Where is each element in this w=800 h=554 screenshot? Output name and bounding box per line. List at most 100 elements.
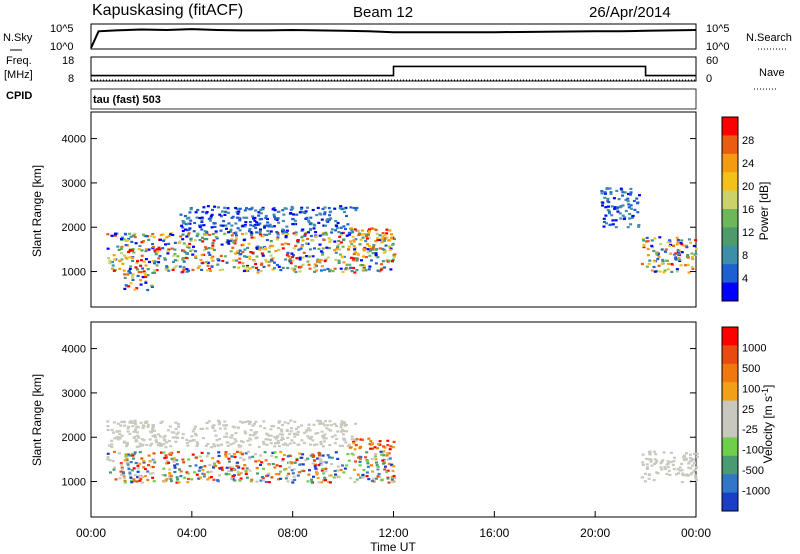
echo-cell xyxy=(234,440,238,443)
echo-cell xyxy=(198,455,202,458)
echo-cell xyxy=(368,230,372,233)
echo-cell xyxy=(693,253,697,256)
echo-cell xyxy=(647,458,651,461)
echo-cell xyxy=(176,255,180,258)
echo-cell xyxy=(238,420,242,423)
echo-cell xyxy=(203,465,207,468)
echo-cell xyxy=(353,448,357,451)
echo-cell xyxy=(163,474,167,477)
echo-cell xyxy=(324,224,328,227)
echo-cell xyxy=(206,452,210,455)
echo-cell xyxy=(199,258,203,262)
echo-cell xyxy=(195,441,199,444)
echo-cell xyxy=(250,478,254,481)
echo-cell xyxy=(338,444,342,447)
echo-cell xyxy=(319,443,323,446)
echo-cell xyxy=(350,270,354,273)
echo-cell xyxy=(374,453,378,456)
y-tick-label: 2000 xyxy=(62,222,86,234)
echo-cell xyxy=(162,467,166,470)
echo-cell xyxy=(387,481,391,484)
echo-cell xyxy=(223,427,227,430)
echo-cell xyxy=(619,187,623,190)
echo-cell xyxy=(667,462,670,465)
echo-cell xyxy=(330,228,334,231)
echo-cell xyxy=(239,477,243,480)
echo-cell xyxy=(309,216,313,219)
echo-cell xyxy=(260,208,264,211)
echo-cell xyxy=(198,476,202,479)
echo-cell xyxy=(342,430,346,433)
echo-cell xyxy=(312,475,315,478)
echo-cell xyxy=(246,266,249,269)
echo-cell xyxy=(112,254,116,257)
echo-cell xyxy=(650,244,654,247)
echo-cell xyxy=(350,227,353,230)
echo-cell xyxy=(271,208,275,211)
echo-cell xyxy=(144,250,148,253)
echo-cell xyxy=(340,208,344,211)
echo-cell xyxy=(655,253,659,256)
noise-series xyxy=(90,28,697,49)
echo-cell xyxy=(162,238,166,241)
echo-cell xyxy=(329,217,333,220)
echo-cell xyxy=(129,265,132,268)
echo-cell xyxy=(192,230,196,233)
echo-cell xyxy=(182,268,186,271)
echo-cell xyxy=(337,259,341,262)
echo-cell xyxy=(238,257,242,260)
echo-cell xyxy=(207,247,211,250)
echo-cell xyxy=(157,433,161,436)
echo-cell xyxy=(202,224,206,227)
echo-cell xyxy=(686,474,690,477)
echo-cell xyxy=(216,206,220,209)
echo-cell xyxy=(225,466,229,469)
echo-cell xyxy=(153,262,156,265)
echo-cell xyxy=(293,420,297,423)
echo-cell xyxy=(266,438,270,441)
echo-cell xyxy=(116,438,120,441)
echo-cell xyxy=(227,473,231,476)
echo-cell xyxy=(281,423,284,427)
echo-cell xyxy=(111,460,115,463)
echo-cell xyxy=(200,216,204,219)
echo-cell xyxy=(181,458,185,461)
echo-cell xyxy=(386,439,390,442)
echo-cell xyxy=(663,467,667,471)
echo-cell xyxy=(610,205,614,208)
echo-cell xyxy=(290,469,294,472)
echo-cell xyxy=(352,206,356,210)
echo-cell xyxy=(307,255,311,258)
echo-cell xyxy=(687,238,691,241)
echo-cell xyxy=(152,236,156,239)
echo-cell xyxy=(324,437,328,440)
echo-cell xyxy=(322,479,326,482)
echo-cell xyxy=(282,443,286,446)
echo-cell xyxy=(148,260,151,264)
echo-cell xyxy=(629,204,633,207)
echo-cell xyxy=(169,233,172,236)
echo-cell xyxy=(291,472,295,475)
echo-cell xyxy=(339,226,343,229)
echo-cell xyxy=(263,451,267,454)
echo-cell xyxy=(171,268,175,271)
echo-cell xyxy=(362,233,366,236)
echo-cell xyxy=(131,248,135,251)
echo-cell xyxy=(268,438,272,441)
echo-cell xyxy=(252,259,256,262)
echo-cell xyxy=(609,192,613,195)
echo-cell xyxy=(166,252,170,255)
echo-cell xyxy=(672,467,676,471)
echo-cell xyxy=(186,481,190,484)
echo-cell xyxy=(335,248,339,251)
echo-cell xyxy=(168,468,172,471)
echo-cell xyxy=(244,470,248,473)
echo-cell xyxy=(327,237,331,240)
echo-cell xyxy=(194,464,198,467)
echo-cell xyxy=(138,451,142,454)
echo-cell xyxy=(295,427,298,431)
echo-cell xyxy=(382,445,386,448)
echo-cell xyxy=(364,456,368,459)
echo-cell xyxy=(250,206,254,209)
